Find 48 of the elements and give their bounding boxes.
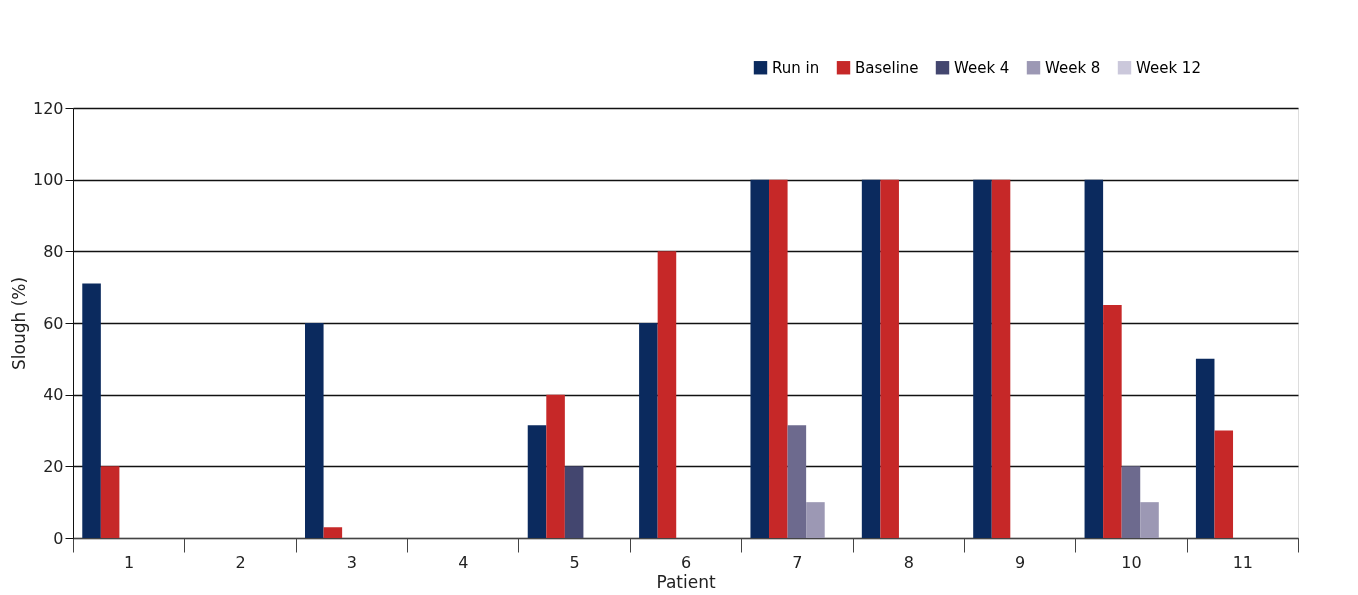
bar: [991, 179, 1011, 538]
y-tick-label: 40: [43, 385, 64, 405]
bar: [769, 179, 788, 538]
y-tick-label: 20: [43, 456, 64, 476]
x-tick-label: 5: [569, 552, 580, 572]
legend-label: Baseline: [855, 58, 919, 77]
bar: [305, 323, 324, 538]
bar: [527, 425, 547, 538]
x-tick-label: 7: [792, 552, 803, 572]
legend-label: Week 12: [1136, 58, 1201, 77]
legend-label: Week 8: [1045, 58, 1101, 77]
y-tick-label: 0: [53, 528, 64, 548]
bar: [564, 466, 584, 538]
bar: [657, 251, 677, 538]
bar: [787, 425, 807, 538]
bar: [973, 179, 992, 538]
legend-label: Run in: [772, 58, 820, 77]
y-axis-title: Slough (%): [8, 276, 29, 371]
bar: [861, 179, 881, 538]
x-axis-title: Patient: [656, 571, 716, 592]
x-tick-label: 6: [680, 552, 692, 572]
bar: [750, 179, 770, 538]
bar: [1084, 179, 1104, 538]
bar: [1103, 305, 1122, 538]
bar: [82, 283, 101, 538]
legend-label: Week 4: [954, 58, 1010, 77]
x-tick-label: 3: [346, 552, 357, 572]
y-tick-label: 100: [32, 170, 64, 190]
x-tick-label: 2: [235, 552, 246, 572]
x-tick-label: 11: [1232, 552, 1253, 572]
bar: [1140, 502, 1159, 538]
bar: [639, 323, 658, 538]
bar: [1195, 358, 1215, 538]
bar: [546, 394, 565, 538]
x-tick-label: 9: [1015, 552, 1026, 572]
y-tick-label: 60: [43, 313, 64, 333]
bar: [1214, 430, 1234, 538]
x-tick-label: 1: [124, 552, 135, 572]
y-tick-label: 120: [32, 98, 64, 118]
bar: [1121, 466, 1141, 538]
x-tick-label: 8: [903, 552, 914, 572]
x-tick-label: 10: [1121, 552, 1142, 572]
bar: [806, 502, 825, 538]
bar: [100, 466, 120, 538]
bar: [323, 527, 343, 538]
y-tick-label: 80: [43, 241, 64, 261]
x-tick-label: 4: [458, 552, 469, 572]
bar: [880, 179, 899, 538]
